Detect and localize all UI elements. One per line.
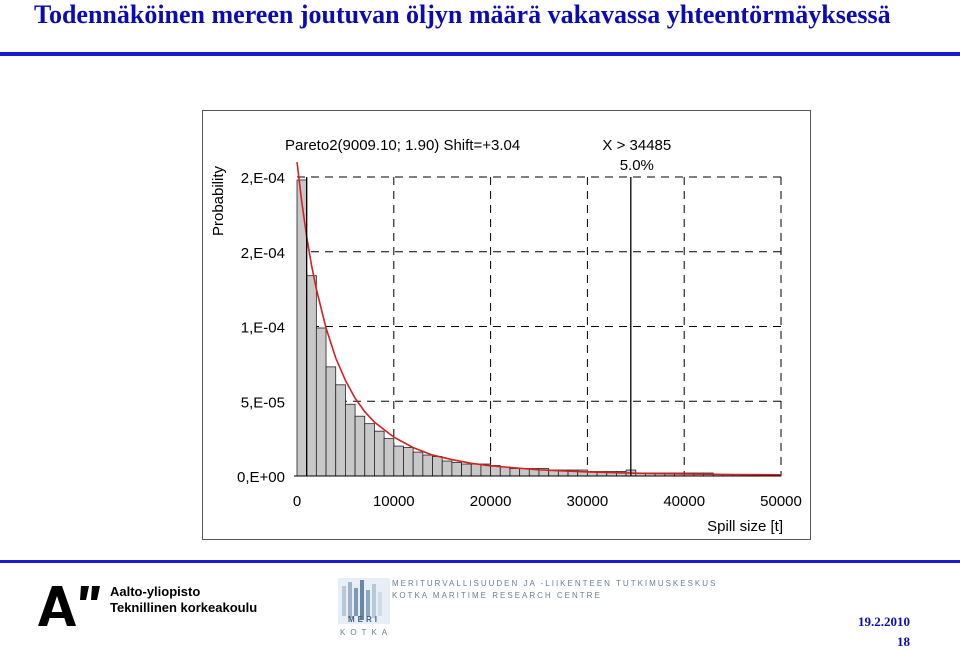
histogram-bar [470,463,482,477]
x-tick-label: 0 [293,493,301,510]
x-axis-label: Spill size [t] [707,518,783,535]
aalto-name: Aalto-yliopisto [110,584,201,599]
slide-title: Todennäköinen mereen joutuvan öljyn määr… [34,0,891,29]
chart-title: Pareto2(9009.10; 1.90) Shift=+3.04 [285,137,520,154]
histogram-bar [364,423,375,477]
y-tick-label: 1,E-04 [241,320,285,337]
histogram-bar [422,454,433,477]
title-underline [0,52,960,56]
y-tick-label: 2,E-04 [241,245,285,262]
y-tick-label: 5,E-05 [241,394,285,411]
x-tick-label: 30000 [567,493,609,510]
histogram-bar [335,384,346,477]
threshold-percentage: 5.0% [620,157,654,174]
x-tick-label: 20000 [470,493,512,510]
x-tick-label: 40000 [663,493,705,510]
meri-kotka-label: KOTKA [340,628,393,637]
histogram-bar [451,462,462,477]
histogram-bar [432,456,443,477]
aalto-logo [38,584,102,633]
histogram-bar [325,366,337,477]
histogram-bar [344,403,356,477]
histogram-bar [354,415,366,477]
meri-logo: MERI [338,578,390,633]
x-tick-label: 50000 [760,493,802,510]
threshold-annotation: X > 34485 [602,137,671,154]
x-tick-label: 10000 [373,493,415,510]
aalto-subtitle: Teknillinen korkeakoulu [110,600,258,615]
meri-title-en: KOTKA MARITIME RESEARCH CENTRE [392,591,602,600]
page-number: 18 [897,634,910,649]
meri-logo-text: MERI [348,615,380,624]
pareto-histogram-chart: 0,E+00 5,E-05 1,E-04 2,E-04 2,E-04 0 10000 2000… [210,137,802,535]
histogram-bar [374,430,385,477]
histogram-bar [315,327,327,477]
chart-frame: 0,E+00 5,E-05 1,E-04 2,E-04 2,E-04 0 10000 2000… [202,110,811,540]
meri-title-fi: MERITURVALLISUUDEN JA -LIIKENTEEN TUTKIM… [392,579,718,588]
footer-rule [0,560,960,563]
y-tick-label: 2,E-04 [241,170,285,187]
histogram-bar [383,438,395,477]
histogram-bar [461,463,472,477]
histogram-bar [403,447,414,477]
histogram-bar [499,466,511,477]
histogram-bar [509,468,521,477]
histogram-bar [393,445,404,477]
y-axis-label: Probability [210,165,227,236]
histogram-bar [412,451,424,477]
y-tick-label: 0,E+00 [237,469,285,486]
slide-date: 19.2.2010 [858,614,910,629]
pareto-fit-curve [296,161,782,476]
histogram-bar [441,460,453,477]
histogram-bar [306,275,317,477]
